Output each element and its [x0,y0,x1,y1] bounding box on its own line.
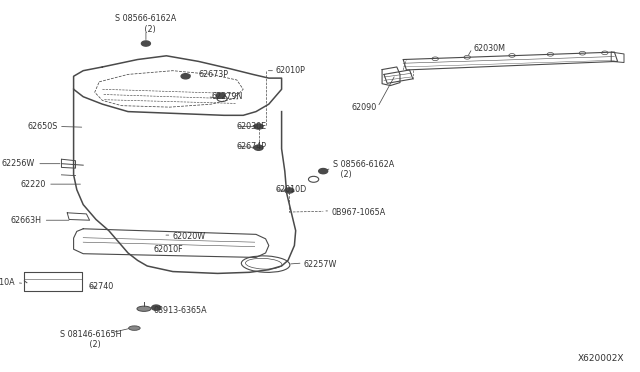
Text: 62279N: 62279N [211,92,243,101]
Circle shape [319,169,328,174]
Text: 62650S: 62650S [28,122,58,131]
Circle shape [152,305,161,310]
Ellipse shape [137,306,151,311]
Circle shape [285,188,294,193]
Text: 62010F: 62010F [154,245,183,254]
Text: 62010P: 62010P [275,66,305,75]
Text: 62674P: 62674P [237,142,267,151]
Text: 62220: 62220 [20,180,46,189]
Ellipse shape [129,326,140,330]
Text: 62090: 62090 [351,103,376,112]
Text: 62257W: 62257W [304,260,337,269]
Circle shape [254,124,263,129]
Circle shape [254,145,263,150]
Text: S 08146-6165H
   (2): S 08146-6165H (2) [60,330,122,349]
Text: 62256W: 62256W [2,159,35,168]
Circle shape [141,41,150,46]
Text: 0B967-1065A: 0B967-1065A [332,208,386,217]
Text: 62673P: 62673P [198,70,228,79]
Text: 62030E: 62030E [237,122,267,131]
Text: S 08566-6162A
   (2): S 08566-6162A (2) [115,15,177,34]
Circle shape [181,74,190,79]
Text: S 08566-6162A
   (2): S 08566-6162A (2) [333,160,394,179]
Text: 62010A: 62010A [0,278,15,287]
Circle shape [216,93,225,98]
Text: 62030M: 62030M [474,44,506,53]
Text: 62010D: 62010D [275,185,307,194]
Text: 62663H: 62663H [11,216,42,225]
Text: 62020W: 62020W [173,232,206,241]
Text: 62740: 62740 [88,282,113,291]
Text: X620002X: X620002X [577,354,624,363]
Text: 08913-6365A: 08913-6365A [154,306,207,315]
